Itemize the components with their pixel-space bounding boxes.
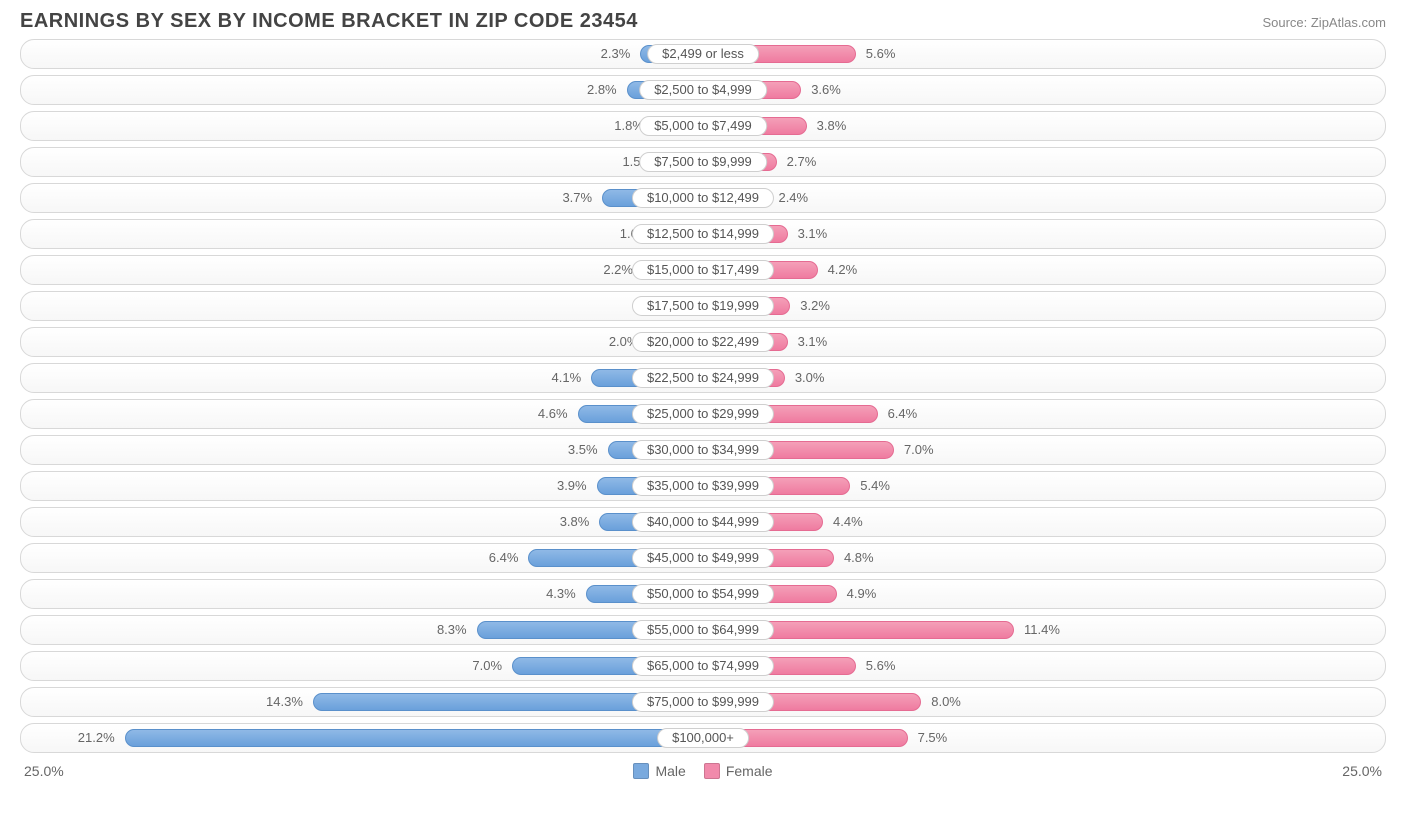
pct-label-male: 3.5% [568, 442, 598, 457]
pct-label-female: 4.8% [844, 550, 874, 565]
pct-label-male: 14.3% [266, 694, 303, 709]
chart-row: $30,000 to $34,999 3.5% 7.0% [20, 435, 1386, 465]
chart-row: $2,499 or less 2.3% 5.6% [20, 39, 1386, 69]
pct-label-male: 6.4% [489, 550, 519, 565]
bracket-label: $75,000 to $99,999 [632, 692, 774, 712]
pct-label-female: 2.7% [787, 154, 817, 169]
pct-label-male: 4.3% [546, 586, 576, 601]
bracket-label: $100,000+ [657, 728, 749, 748]
legend: Male Female [633, 763, 772, 779]
bracket-label: $7,500 to $9,999 [639, 152, 767, 172]
pct-label-male: 2.2% [603, 262, 633, 277]
chart-row: $55,000 to $64,999 8.3% 11.4% [20, 615, 1386, 645]
bracket-label: $17,500 to $19,999 [632, 296, 774, 316]
pct-label-female: 3.0% [795, 370, 825, 385]
bracket-label: $35,000 to $39,999 [632, 476, 774, 496]
chart-row: $40,000 to $44,999 3.8% 4.4% [20, 507, 1386, 537]
bracket-label: $10,000 to $12,499 [632, 188, 774, 208]
bracket-label: $25,000 to $29,999 [632, 404, 774, 424]
pct-label-male: 4.1% [552, 370, 582, 385]
pct-label-male: 21.2% [78, 730, 115, 745]
pct-label-female: 3.2% [800, 298, 830, 313]
pct-label-female: 3.8% [817, 118, 847, 133]
legend-label-female: Female [726, 763, 773, 779]
bracket-label: $15,000 to $17,499 [632, 260, 774, 280]
pct-label-female: 4.9% [847, 586, 877, 601]
pct-label-male: 8.3% [437, 622, 467, 637]
bracket-label: $50,000 to $54,999 [632, 584, 774, 604]
pct-label-male: 7.0% [472, 658, 502, 673]
chart-row: $12,500 to $14,9991.6%3.1% [20, 219, 1386, 249]
chart-source: Source: ZipAtlas.com [1262, 15, 1386, 30]
legend-swatch-male [633, 763, 649, 779]
chart-row: $45,000 to $49,999 6.4% 4.8% [20, 543, 1386, 573]
chart-footer: 25.0% Male Female 25.0% [0, 759, 1406, 779]
pct-label-male: 2.8% [587, 82, 617, 97]
chart-row: $17,500 to $19,9990.68%3.2% [20, 291, 1386, 321]
pct-label-female: 5.4% [860, 478, 890, 493]
bracket-label: $2,499 or less [647, 44, 759, 64]
bracket-label: $65,000 to $74,999 [632, 656, 774, 676]
chart-row: $2,500 to $4,999 2.8% 3.6% [20, 75, 1386, 105]
chart-row: $5,000 to $7,4991.8%3.8% [20, 111, 1386, 141]
chart-row: $75,000 to $99,999 14.3% 8.0% [20, 687, 1386, 717]
bracket-label: $40,000 to $44,999 [632, 512, 774, 532]
pct-label-male: 3.8% [560, 514, 590, 529]
chart-row: $35,000 to $39,999 3.9% 5.4% [20, 471, 1386, 501]
pct-label-female: 4.2% [828, 262, 858, 277]
chart-row: $50,000 to $54,999 4.3% 4.9% [20, 579, 1386, 609]
legend-item-female: Female [704, 763, 773, 779]
legend-item-male: Male [633, 763, 685, 779]
chart-row: $7,500 to $9,9991.5%2.7% [20, 147, 1386, 177]
bracket-label: $30,000 to $34,999 [632, 440, 774, 460]
pct-label-male: 2.3% [601, 46, 631, 61]
pct-label-female: 3.6% [811, 82, 841, 97]
pct-label-female: 3.1% [798, 226, 828, 241]
pct-label-female: 7.5% [918, 730, 948, 745]
pct-label-female: 6.4% [888, 406, 918, 421]
legend-label-male: Male [655, 763, 685, 779]
pct-label-male: 3.7% [562, 190, 592, 205]
bracket-label: $22,500 to $24,999 [632, 368, 774, 388]
chart-row: $10,000 to $12,499 3.7% 2.4% [20, 183, 1386, 213]
pct-label-female: 11.4% [1024, 622, 1060, 637]
bracket-label: $45,000 to $49,999 [632, 548, 774, 568]
pct-label-female: 4.4% [833, 514, 863, 529]
pct-label-female: 2.4% [778, 190, 808, 205]
axis-max-left: 25.0% [24, 763, 64, 779]
pct-label-female: 7.0% [904, 442, 934, 457]
chart-row: $20,000 to $22,4992.0%3.1% [20, 327, 1386, 357]
pct-label-female: 3.1% [798, 334, 828, 349]
chart-title: EARNINGS BY SEX BY INCOME BRACKET IN ZIP… [20, 10, 638, 33]
bracket-label: $12,500 to $14,999 [632, 224, 774, 244]
pct-label-female: 8.0% [931, 694, 961, 709]
bracket-label: $55,000 to $64,999 [632, 620, 774, 640]
chart-row: $65,000 to $74,999 7.0% 5.6% [20, 651, 1386, 681]
chart-row: $100,000+ 21.2% 7.5% [20, 723, 1386, 753]
bracket-label: $2,500 to $4,999 [639, 80, 767, 100]
pct-label-female: 5.6% [866, 658, 896, 673]
bracket-label: $5,000 to $7,499 [639, 116, 767, 136]
chart-row: $25,000 to $29,999 4.6% 6.4% [20, 399, 1386, 429]
chart-header: EARNINGS BY SEX BY INCOME BRACKET IN ZIP… [0, 0, 1406, 39]
pct-label-female: 5.6% [866, 46, 896, 61]
chart-row: $15,000 to $17,4992.2% 4.2% [20, 255, 1386, 285]
bracket-label: $20,000 to $22,499 [632, 332, 774, 352]
chart-row: $22,500 to $24,999 4.1% 3.0% [20, 363, 1386, 393]
legend-swatch-female [704, 763, 720, 779]
chart-area: $2,499 or less 2.3% 5.6% $2,500 to $4,999 2.… [0, 39, 1406, 753]
axis-max-right: 25.0% [1342, 763, 1382, 779]
pct-label-male: 3.9% [557, 478, 587, 493]
bar-male [125, 729, 703, 747]
pct-label-male: 4.6% [538, 406, 568, 421]
